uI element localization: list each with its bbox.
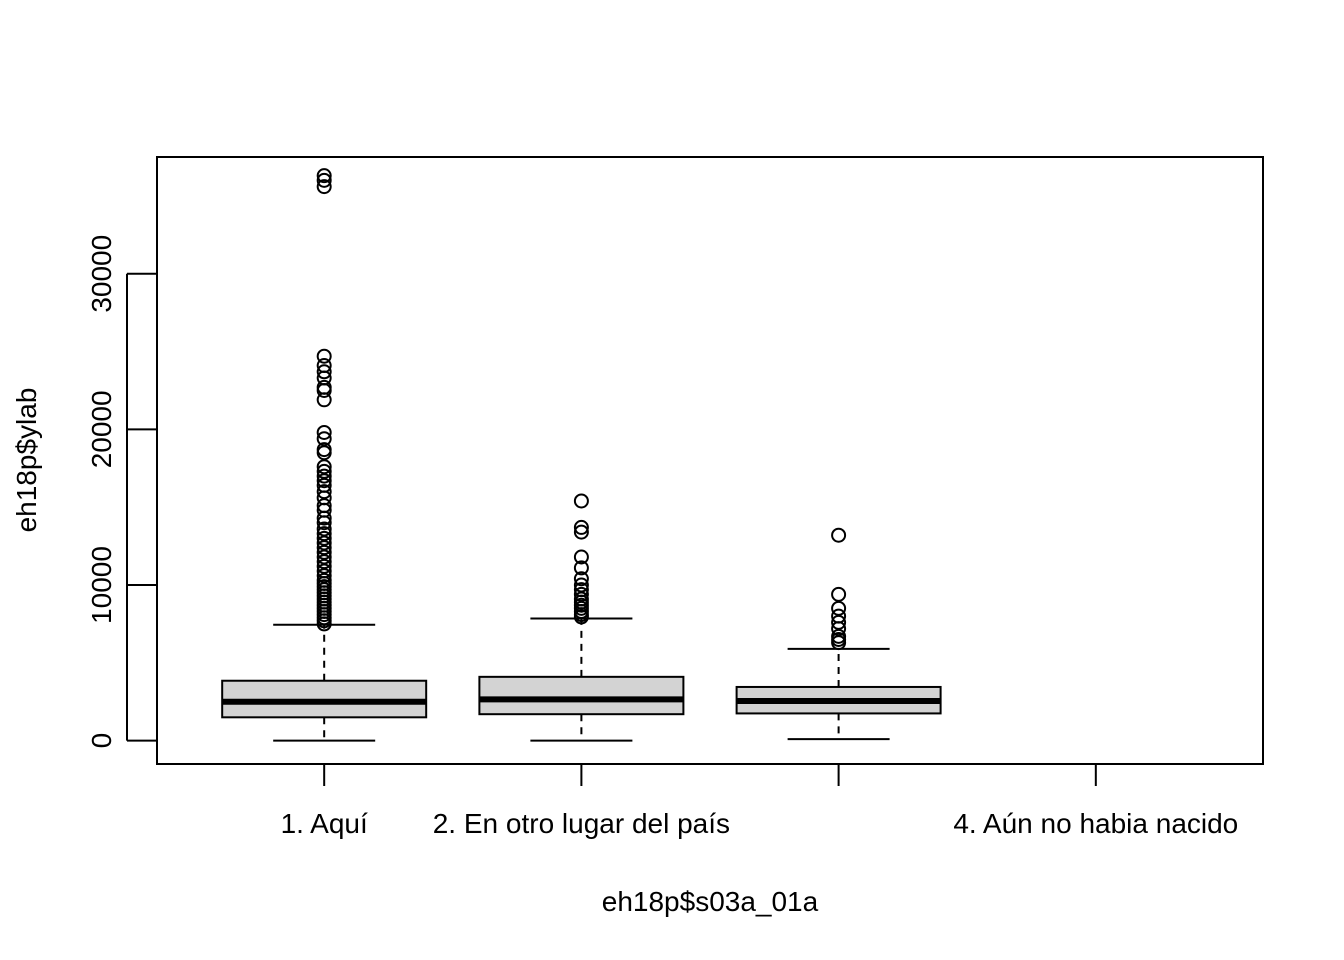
outlier-point [831, 628, 847, 644]
outlier-point [316, 379, 332, 395]
box-2 [478, 493, 685, 742]
iqr-box [478, 675, 685, 716]
outlier-point [316, 463, 332, 479]
outlier-point [316, 468, 332, 484]
outlier-point [316, 554, 332, 570]
outlier-point [316, 172, 332, 188]
outlier-point [831, 614, 847, 630]
outlier-point [316, 568, 332, 584]
boxes-group [221, 168, 942, 742]
x-tick-label: 2. En otro lugar del país [433, 808, 730, 839]
outlier-point [573, 493, 589, 509]
outlier-point [316, 168, 332, 184]
outlier-point [831, 527, 847, 543]
x-axis: 1. Aquí 2. En otro lugar del país 4. Aún n… [281, 764, 1238, 839]
outlier-point [316, 179, 332, 195]
x-tick-label: 1. Aquí [281, 808, 368, 839]
outlier-point [316, 530, 332, 546]
outlier-point [316, 563, 332, 579]
outlier-point [316, 477, 332, 493]
y-tick-label: 20000 [86, 390, 117, 468]
y-tick-label: 30000 [86, 235, 117, 313]
outlier-point [573, 519, 589, 535]
outlier-point [573, 524, 589, 540]
outlier-point [316, 498, 332, 514]
outlier-point [573, 571, 589, 587]
outlier-point [316, 484, 332, 500]
outlier-point [316, 544, 332, 560]
outlier-point [316, 558, 332, 574]
outlier-point [316, 572, 332, 588]
outlier-point [316, 364, 332, 380]
box-3 [735, 527, 942, 741]
y-axis: 0 10000 20000 30000 [86, 235, 157, 749]
outlier-point [316, 358, 332, 374]
y-tick-label: 10000 [86, 546, 117, 624]
outlier-point [831, 608, 847, 624]
outlier-point [316, 424, 332, 440]
outlier-point [573, 577, 589, 593]
x-tick-label: 4. Aún no habia nacido [953, 808, 1238, 839]
y-axis-title: eh18p$ylab [11, 388, 42, 533]
outlier-point [573, 586, 589, 602]
outlier-point [316, 459, 332, 475]
outlier-point [831, 600, 847, 616]
outlier-point [573, 591, 589, 607]
outlier-point [316, 473, 332, 489]
outlier-point [573, 582, 589, 598]
outlier-point [316, 540, 332, 556]
outlier-point [831, 586, 847, 602]
outlier-point [316, 521, 332, 537]
y-tick-label: 0 [86, 733, 117, 749]
outlier-point [316, 431, 332, 447]
outlier-point [316, 526, 332, 542]
outlier-point [573, 549, 589, 565]
box-1 [221, 168, 428, 742]
plot-frame [156, 156, 1264, 765]
outlier-point [316, 549, 332, 565]
outlier-point [316, 348, 332, 364]
x-axis-title: eh18p$s03a_01a [602, 886, 819, 917]
outlier-point [316, 535, 332, 551]
outlier-point [573, 560, 589, 576]
outlier-point [316, 442, 332, 458]
